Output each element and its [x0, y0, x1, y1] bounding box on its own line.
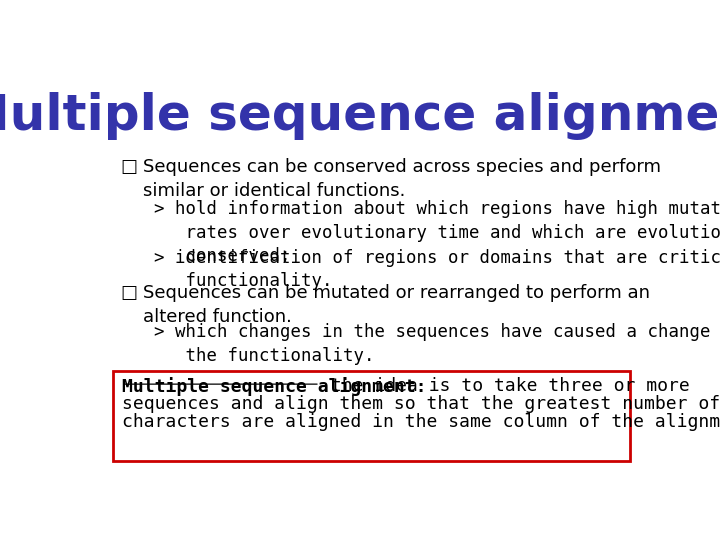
Text: characters are aligned in the same column of the alignment.: characters are aligned in the same colum… [122, 413, 720, 431]
Text: the idea is to take three or more: the idea is to take three or more [320, 377, 690, 395]
Text: > identification of regions or domains that are critical to
   functionality.: > identification of regions or domains t… [154, 248, 720, 290]
Text: Multiple sequence alignment: Multiple sequence alignment [0, 92, 720, 140]
Text: > hold information about which regions have high mutation
   rates over evolutio: > hold information about which regions h… [154, 200, 720, 265]
Text: > which changes in the sequences have caused a change in
   the functionality.: > which changes in the sequences have ca… [154, 323, 720, 365]
FancyBboxPatch shape [114, 371, 629, 461]
Text: Sequences can be conserved across species and perform
similar or identical funct: Sequences can be conserved across specie… [143, 158, 661, 200]
Text: Sequences can be mutated or rearranged to perform an
altered function.: Sequences can be mutated or rearranged t… [143, 285, 650, 326]
Text: □: □ [121, 285, 138, 302]
Text: Multiple sequence alignment:: Multiple sequence alignment: [122, 377, 426, 396]
Text: □: □ [121, 158, 138, 177]
Text: sequences and align them so that the greatest number of similar: sequences and align them so that the gre… [122, 395, 720, 413]
